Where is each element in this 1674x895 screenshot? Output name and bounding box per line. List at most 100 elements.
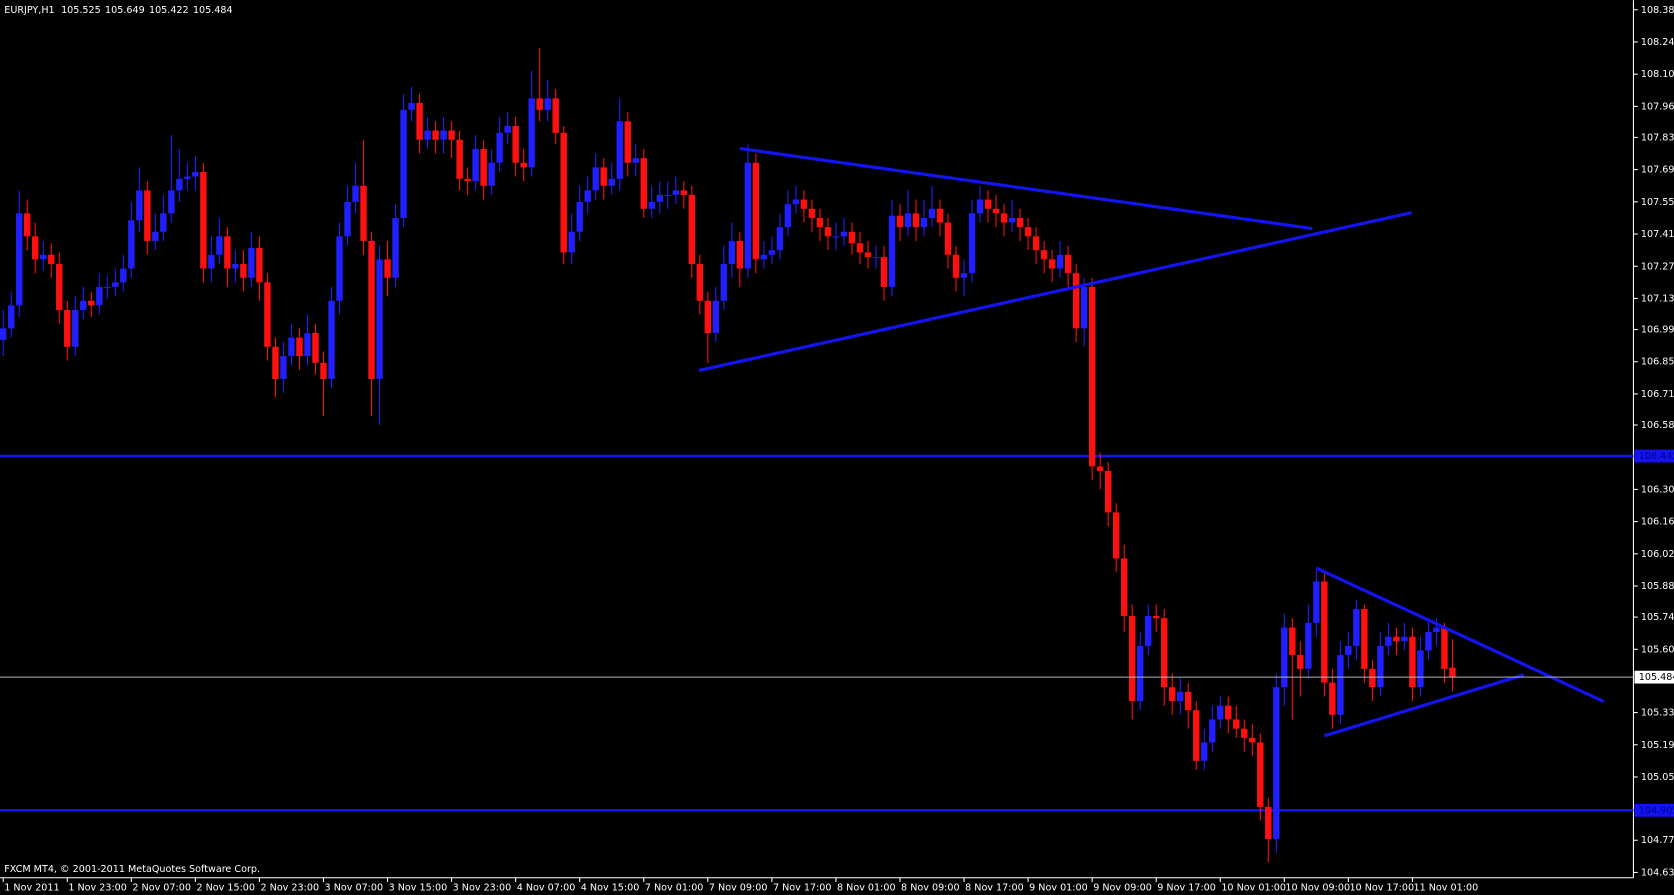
candle-body [1337, 655, 1344, 715]
candle-body [1136, 645, 1144, 702]
candle-body [384, 259, 391, 278]
y-tick-label: 107.410 [1641, 229, 1674, 240]
candle-body [672, 190, 679, 195]
candle-body [280, 355, 287, 379]
candle-body [1225, 705, 1232, 720]
candle-body [1201, 742, 1208, 761]
x-tick-label: 7 Nov 17:00 [773, 882, 832, 893]
candle-body [1056, 254, 1064, 269]
level-label: 104.905 [1639, 805, 1674, 816]
candle-body [712, 300, 720, 333]
candle-body [1008, 217, 1016, 223]
candle-body [168, 190, 175, 214]
x-tick-label: 3 Nov 15:00 [389, 882, 448, 893]
copyright: FXCM MT4, © 2001-2011 MetaQuotes Softwar… [4, 864, 260, 875]
candle-body [792, 199, 800, 205]
candle-body [40, 254, 47, 260]
x-tick-label: 7 Nov 09:00 [709, 882, 768, 893]
y-tick-label: 107.830 [1641, 132, 1674, 143]
candle-body [816, 217, 824, 228]
candle-body [616, 121, 623, 179]
candle-body [1265, 806, 1272, 840]
trendline [698, 211, 1412, 373]
candle-body [1112, 512, 1120, 559]
candle-body [1377, 645, 1384, 688]
candle-body [312, 332, 319, 363]
candle-body [1449, 667, 1456, 678]
candle-body [176, 178, 183, 191]
y-tick-label: 107.270 [1641, 261, 1674, 272]
candle-body [1257, 742, 1264, 807]
y-tick-label: 106.580 [1641, 420, 1674, 431]
candle-body [1024, 227, 1032, 237]
x-tick-label: 11 Nov 01:00 [1414, 882, 1479, 893]
y-tick-label: 105.330 [1641, 708, 1674, 719]
candle-body [128, 220, 135, 269]
candle-body [480, 148, 487, 186]
candle-body [8, 305, 15, 329]
candle-body [1409, 636, 1416, 688]
candle-body [744, 162, 752, 269]
candle-body [832, 236, 840, 238]
candle-body [824, 227, 832, 237]
candle-body [192, 171, 199, 177]
candle-body [1297, 655, 1304, 669]
candle-body [344, 201, 351, 237]
candle-body [272, 346, 279, 379]
candle-body [776, 227, 784, 251]
candle-body [232, 263, 239, 269]
candle-body [1000, 213, 1008, 223]
x-tick-label: 9 Nov 01:00 [1029, 882, 1088, 893]
candle-body [1048, 259, 1056, 269]
candle-body [520, 162, 527, 168]
candle-body [104, 286, 111, 289]
candle-body [248, 247, 255, 278]
candle-body [48, 254, 55, 264]
y-tick-label: 105.050 [1641, 772, 1674, 783]
candle-body [1040, 250, 1048, 260]
candle-body [936, 208, 944, 223]
candle-body [880, 257, 888, 287]
candle-body [136, 190, 143, 221]
candle-body [320, 362, 327, 379]
candle-body [648, 201, 655, 209]
candle-body [632, 158, 639, 163]
candle-body [848, 231, 856, 244]
candle-body [1128, 615, 1136, 702]
candle-body [896, 215, 904, 228]
candle-body [720, 263, 728, 301]
candle-body [976, 199, 984, 214]
candle-body [144, 190, 151, 241]
candle-body [1016, 217, 1024, 228]
candle-body [568, 231, 575, 253]
high-value: 105.649 [105, 5, 145, 16]
candle-body [224, 236, 231, 269]
candle-body [264, 282, 271, 347]
candle-body [512, 125, 519, 163]
candle-body [1209, 719, 1216, 743]
candle-body [1329, 682, 1336, 715]
candle-body [1393, 636, 1400, 642]
x-tick-label: 2 Nov 15:00 [196, 882, 255, 893]
candle-body [528, 98, 535, 168]
candle-body [1425, 632, 1432, 651]
trendline [1315, 566, 1605, 703]
y-tick-label: 105.745 [1641, 612, 1674, 623]
candle-body [360, 185, 367, 241]
candle-body [696, 263, 704, 301]
candle-body [1177, 691, 1184, 702]
y-tick-label: 105.880 [1641, 581, 1674, 592]
y-tick-label: 107.690 [1641, 165, 1674, 176]
candle-body [944, 222, 952, 255]
y-tick-label: 104.635 [1641, 867, 1674, 878]
candle-body [240, 263, 247, 278]
candle-body [184, 176, 191, 179]
candle-body [32, 236, 39, 260]
x-tick-label: 2 Nov 07:00 [132, 882, 191, 893]
candle-body [72, 309, 79, 347]
candle-body [864, 252, 872, 258]
candle-body [992, 208, 1000, 214]
candle-body [1361, 609, 1368, 669]
